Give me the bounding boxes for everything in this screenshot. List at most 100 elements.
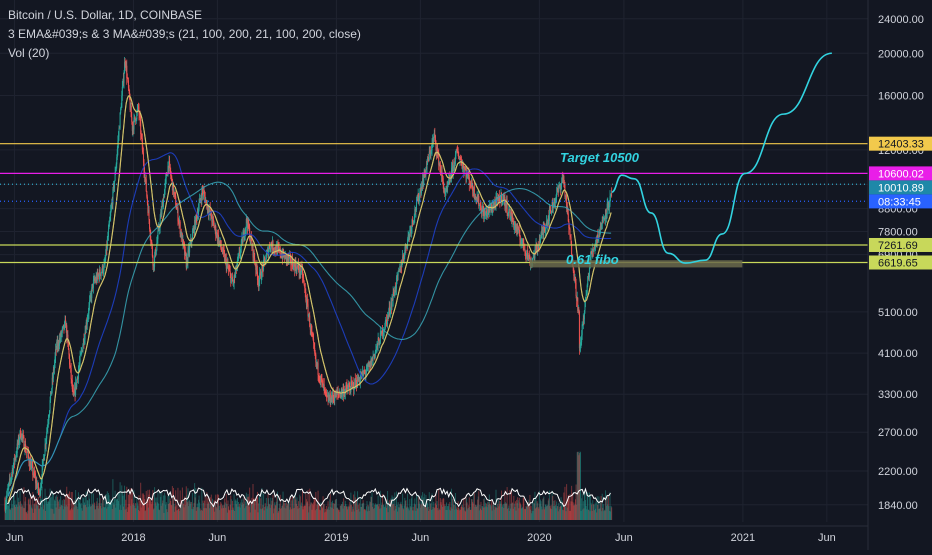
candle-body: [17, 443, 19, 445]
candle-body: [512, 220, 514, 222]
volume-bar: [477, 496, 479, 520]
candle-body: [368, 364, 370, 367]
candle-body: [232, 281, 234, 284]
candle-body: [145, 177, 147, 180]
candle-body: [377, 343, 379, 346]
volume-bar: [192, 509, 194, 520]
candle-body: [417, 199, 419, 201]
candle-body: [503, 196, 505, 200]
volume-bar: [322, 508, 324, 520]
volume-bar: [164, 492, 166, 520]
candle-body: [43, 458, 45, 461]
candle-body: [31, 464, 33, 466]
candle-body: [112, 184, 114, 189]
candle-body: [519, 239, 521, 244]
volume-bar: [354, 491, 356, 520]
volume-bar: [559, 506, 561, 520]
candle-body: [408, 234, 410, 237]
volume-bar: [180, 504, 182, 520]
volume-bar: [413, 503, 415, 520]
volume-bar: [506, 503, 508, 520]
candle-body: [160, 212, 162, 215]
volume-bar: [102, 495, 104, 520]
volume-bar: [437, 510, 439, 520]
volume-bar: [177, 508, 179, 520]
candle-body: [234, 272, 236, 278]
candle-body: [448, 178, 450, 184]
volume-bar: [140, 507, 142, 520]
volume-bar: [582, 501, 584, 520]
volume-bar: [305, 493, 307, 520]
candle-body: [592, 248, 594, 254]
volume-bar: [604, 510, 606, 520]
candle-body: [356, 385, 358, 387]
volume-bar: [108, 495, 110, 520]
volume-bar: [410, 507, 412, 520]
candle-body: [8, 482, 10, 487]
candle-body: [153, 264, 155, 267]
candle-body: [110, 206, 112, 212]
volume-bar: [210, 503, 212, 520]
candle-body: [90, 295, 92, 296]
candle-body: [151, 246, 153, 257]
volume-bar: [384, 507, 386, 520]
volume-bar: [176, 510, 178, 520]
candle-body: [602, 219, 604, 223]
candle-body: [554, 198, 556, 204]
candle-body: [172, 182, 174, 195]
candle-body: [342, 388, 344, 392]
candle-body: [473, 186, 475, 194]
candle-body: [74, 388, 76, 396]
volume-bar: [241, 504, 243, 520]
volume-bar: [489, 505, 491, 520]
volume-bar: [195, 488, 197, 520]
volume-bar: [557, 506, 559, 520]
candle-body: [439, 163, 441, 166]
candle-body: [587, 275, 589, 277]
volume-bar: [171, 486, 173, 520]
volume-bar: [33, 504, 35, 520]
candle-body: [320, 375, 322, 381]
candle-body: [503, 196, 505, 200]
volume-bar: [316, 504, 318, 520]
candle-body: [121, 95, 123, 108]
volume-bar: [20, 506, 22, 520]
volume-bar: [408, 510, 410, 520]
volume-bar: [315, 509, 317, 520]
candle-body: [583, 310, 585, 320]
candle-body: [297, 264, 299, 267]
volume-bar: [539, 499, 541, 520]
volume-bar: [484, 507, 486, 520]
volume-bar: [26, 513, 28, 520]
candle-body: [137, 105, 139, 109]
candle-body: [265, 259, 267, 264]
volume-bar: [449, 501, 451, 520]
candle-body: [565, 196, 567, 197]
candle-body: [295, 268, 297, 272]
volume-bar: [496, 507, 498, 520]
volume-bar: [418, 503, 420, 520]
candle-body: [154, 256, 156, 267]
volume-bar: [23, 508, 25, 520]
volume-bar: [5, 504, 7, 520]
volume-bar: [353, 494, 355, 520]
volume-bar: [576, 452, 578, 520]
volume-bar: [87, 500, 89, 520]
volume-bar: [471, 499, 473, 520]
candle-body: [100, 274, 102, 277]
volume-bar: [352, 509, 354, 520]
volume-bar: [372, 503, 374, 520]
candle-body: [600, 222, 602, 230]
candle-body: [136, 108, 138, 112]
candle-body: [540, 232, 542, 239]
candle-body: [338, 393, 340, 395]
candle-body: [98, 274, 100, 280]
candle-body: [351, 383, 353, 385]
candle-body: [442, 177, 444, 185]
volume-bar: [466, 498, 468, 520]
volume-bar: [96, 501, 98, 520]
volume-bar: [122, 506, 124, 520]
volume-bar: [309, 488, 311, 520]
